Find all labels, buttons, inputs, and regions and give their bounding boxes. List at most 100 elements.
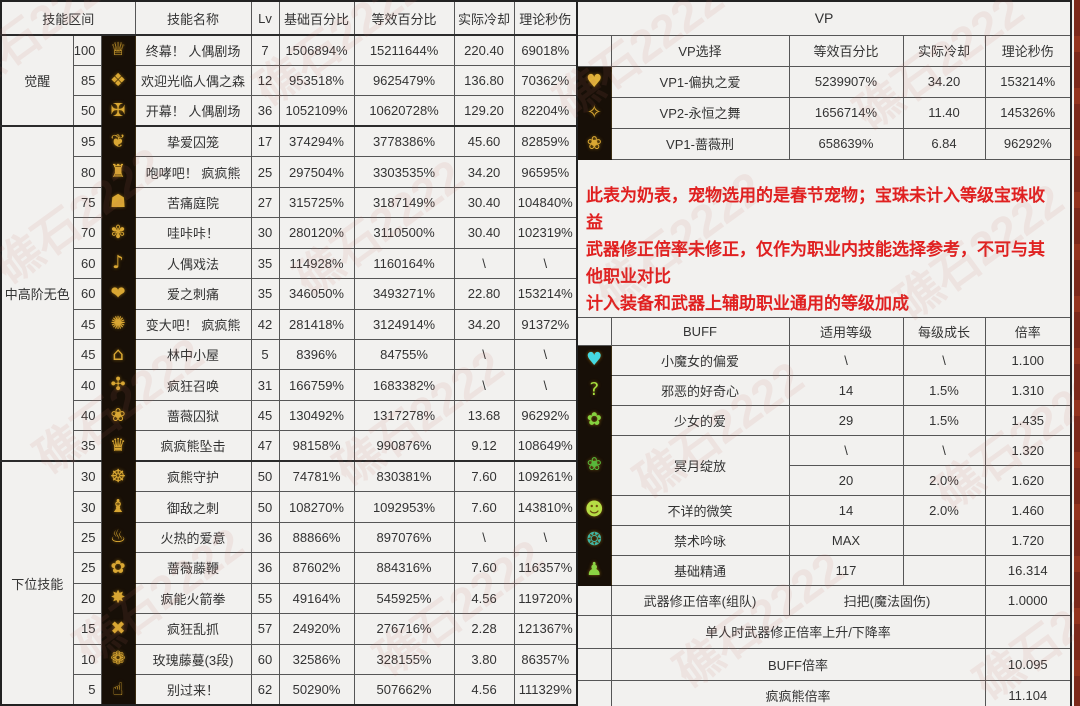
skill-actual-cd: 34.20 — [453, 308, 515, 341]
notes-row: 此表为奶表，宠物选用的是春节宠物；宝珠未计入等级宝珠收益 武器修正倍率未修正，仅作… — [576, 158, 1072, 318]
skill-theoretical-dps: 104840% — [513, 186, 578, 219]
skill-lv: 35 — [250, 278, 280, 310]
skill-row: 5 ☝ 别过来！ 62 50290% 507662% 4.56 111329% — [1, 674, 578, 706]
col-header-lv: Lv — [250, 0, 280, 36]
skill-row: 中高阶无色 95 ❦ 挚爱囚笼 17 374294% 3778386% 45.60 82859% — [0, 125, 578, 462]
skill-row: 40 ❀ 蔷薇囚狱 45 130492% 1317278% 13.68 96292% — [1, 399, 578, 432]
col-header-vp-select: VP选择 — [610, 34, 790, 67]
skill-row: 15 ✖ 疯狂乱抓 57 24920% 276716% 2.28 121367% — [1, 613, 578, 645]
skill-base-percent: 166759% — [278, 369, 355, 401]
buff-row: ♥ 小魔女的偏爱 \ \ 1.100 — [576, 344, 1072, 376]
buff-rate: 1.720 — [984, 524, 1072, 556]
skill-row: 60 ❤ 爱之刺痛 35 346050% 3493271% 22.80 153214% — [1, 278, 578, 310]
note-line: 武器修正倍率未修正，仅作为职业内技能选择参考，不可与其他职业对比 — [586, 239, 1045, 286]
skill-unlock-level: 100 — [72, 34, 102, 66]
skill-unlock-level: 60 — [72, 278, 102, 310]
col-header-base-percent: 基础百分比 — [278, 0, 355, 36]
skill-actual-cd: 129.20 — [453, 95, 515, 127]
skill-base-percent: 374294% — [278, 125, 355, 158]
skill-lv: 50 — [250, 491, 280, 523]
solo-correction-rate — [984, 614, 1072, 649]
col-header-vp-actual-cd: 实际冷却 — [902, 34, 986, 67]
skill-actual-cd: 9.12 — [453, 430, 515, 462]
skill-actual-cd: 45.60 — [453, 125, 515, 158]
skill-equiv-percent: 507662% — [353, 674, 455, 706]
vp-icon: ✧ — [586, 101, 602, 123]
vp-icon: ♥ — [586, 70, 603, 92]
skill-actual-cd: 3.80 — [453, 643, 515, 676]
skill-lv: 45 — [250, 399, 280, 432]
buff-row: ✿ 少女的爱 29 1.5% 1.435 — [576, 404, 1072, 436]
skill-equiv-percent: 3778386% — [353, 125, 455, 158]
buff-apply-level: MAX — [788, 524, 904, 556]
skill-name: 蔷薇藤鞭 — [134, 552, 252, 584]
skill-unlock-level: 70 — [72, 217, 102, 249]
skill-row: 35 ♛ 疯疯熊坠击 47 98158% 990876% 9.12 108649% — [1, 430, 578, 462]
buff-rate: 1.620 — [984, 464, 1072, 496]
buff-icon: ✿ — [576, 404, 612, 436]
weapon-correction-rate: 1.0000 — [984, 584, 1072, 616]
skill-theoretical-dps: 82859% — [513, 125, 578, 158]
skill-actual-cd: 22.80 — [453, 278, 515, 310]
skill-theoretical-dps: \ — [513, 521, 578, 554]
buff-row: ? 邪恶的好奇心 14 1.5% 1.310 — [576, 374, 1072, 406]
buff-growth: 1.5% — [902, 374, 986, 406]
icon-spacer — [576, 614, 612, 649]
skill-row: 25 ♨ 火热的爱意 36 88866% 897076% \ \ — [1, 521, 578, 554]
skill-equiv-percent: 3187149% — [353, 186, 455, 219]
skill-name: 苦痛庭院 — [134, 186, 252, 219]
buff-row: ❂ 禁术吟咏 MAX 1.720 — [576, 524, 1072, 556]
skill-unlock-level: 40 — [72, 369, 102, 401]
vp-table-title: VP — [576, 0, 1072, 36]
vp-name: VP2-永恒之舞 — [610, 96, 790, 129]
skill-icon: ✸ — [110, 587, 126, 609]
skill-name: 咆哮吧！ 疯疯熊 — [134, 156, 252, 188]
skill-base-percent: 74781% — [278, 460, 355, 493]
skill-theoretical-dps: 96595% — [513, 156, 578, 188]
skill-row: 45 ✺ 变大吧！ 疯疯熊 42 281418% 3124914% 34.20 91372% — [1, 308, 578, 341]
buff-row: ☻ 不详的微笑 14 2.0% 1.460 — [576, 494, 1072, 526]
buff-growth: \ — [902, 344, 986, 376]
skill-theoretical-dps: 96292% — [513, 399, 578, 432]
buff-icon: ❂ — [576, 524, 612, 556]
skill-name: 蔷薇囚狱 — [134, 399, 252, 432]
buff-apply-level: 117 — [788, 554, 904, 586]
skill-unlock-level: 60 — [72, 247, 102, 280]
buff-row: 20 2.0% 1.620 — [577, 464, 1072, 496]
skill-equiv-percent: 830381% — [353, 460, 455, 493]
buff-name: 冥月绽放 — [610, 434, 790, 496]
skill-equiv-percent: 1092953% — [353, 491, 455, 523]
skill-base-percent: 88866% — [278, 521, 355, 554]
skill-base-percent: 32586% — [278, 643, 355, 676]
skill-icon: ☸ — [100, 460, 136, 493]
skill-theoretical-dps: 143810% — [513, 491, 578, 523]
skill-lv: 31 — [250, 369, 280, 401]
skill-icon: ⌂ — [100, 339, 136, 371]
weapon-correction-label: 武器修正倍率(组队) — [610, 584, 790, 616]
skill-icon: ✿ — [110, 556, 126, 578]
vp-row: ✧ VP2-永恒之舞 1656714% 11.40 145326% — [576, 96, 1072, 129]
skill-theoretical-dps: 91372% — [513, 308, 578, 341]
skill-actual-cd: 4.56 — [453, 674, 515, 706]
buff-apply-level: \ — [788, 434, 904, 466]
skill-icon: ♪ — [112, 252, 124, 274]
skill-equiv-percent: 990876% — [353, 430, 455, 462]
skill-theoretical-dps: 69018% — [513, 34, 578, 66]
skill-actual-cd: 30.40 — [453, 217, 515, 249]
skill-name: 爱之刺痛 — [134, 278, 252, 310]
skill-group-label: 觉醒 — [0, 34, 74, 127]
skill-name: 疯狂乱抓 — [134, 613, 252, 645]
solo-correction-row: 单人时武器修正倍率上升/下降率 — [576, 614, 1072, 649]
skill-icon: ✾ — [110, 221, 126, 243]
skill-row: 60 ♪ 人偶戏法 35 114928% 1160164% \ \ — [1, 247, 578, 280]
skill-table: 技能区间 技能名称 Lv 基础百分比 等效百分比 实际冷却 理论秒伤 觉醒 100… — [0, 0, 579, 706]
skill-theoretical-dps: 121367% — [513, 613, 578, 645]
icon-spacer — [576, 679, 612, 706]
skill-icon: ⌂ — [112, 343, 124, 365]
skill-lv: 7 — [250, 34, 280, 66]
skill-theoretical-dps: \ — [513, 247, 578, 280]
skill-icon: ✖ — [100, 613, 136, 645]
skill-row: 50 ✠ 开幕！ 人偶剧场 36 1052109% 10620728% 129.20 8220… — [1, 95, 578, 127]
buff-multiplier-row: BUFF倍率 10.095 — [576, 647, 1072, 681]
